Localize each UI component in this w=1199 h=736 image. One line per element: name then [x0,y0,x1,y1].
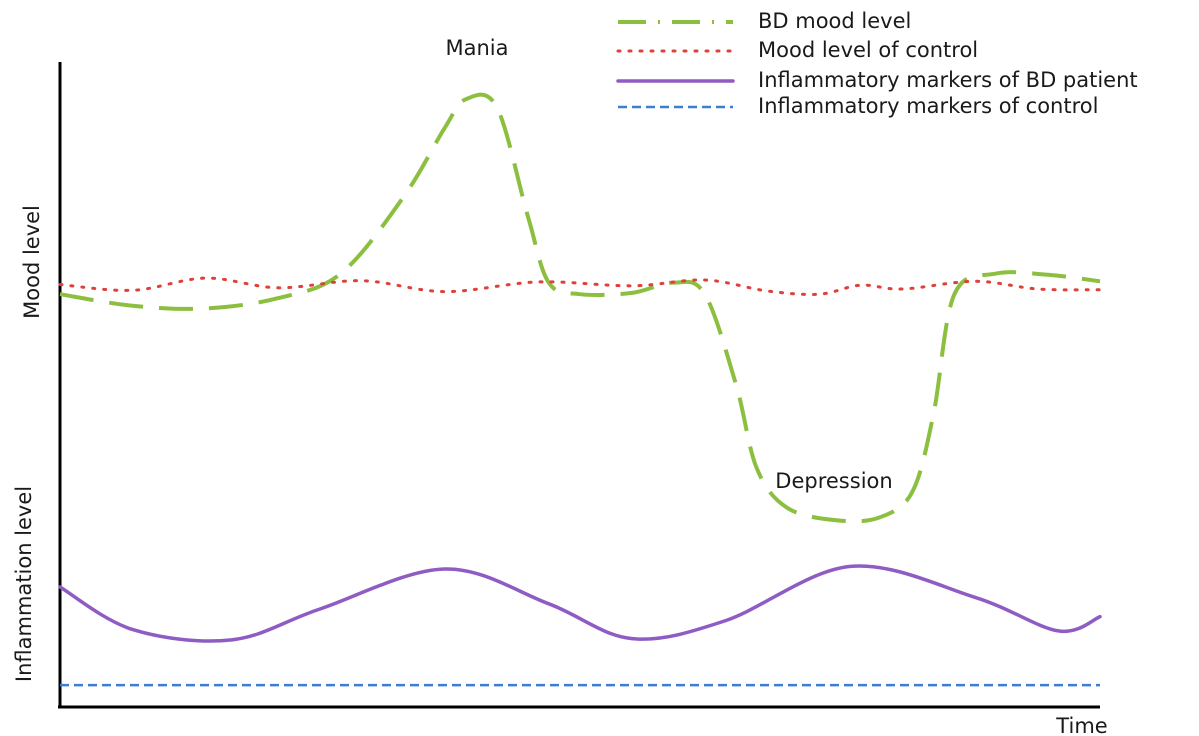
legend-label-control-mood: Mood level of control [758,38,978,62]
series-layer [58,92,1102,687]
legend-label-bd-mood: BD mood level [758,9,911,33]
annotation-depression: Depression [775,469,892,493]
y-axis-title-inflammation: Inflammation level [12,486,36,682]
legend-label-control-inflammation: Inflammatory markers of control [758,94,1098,118]
series-line-bd-mood [59,92,1101,524]
x-axis-title: Time [1055,714,1107,736]
legend-item-control-mood: Mood level of control [616,38,978,62]
legend-item-bd-inflammation: Inflammatory markers of BD patient [616,68,1138,92]
annotation-mania: Mania [446,36,509,60]
series-line-control-mood [58,276,1102,296]
legend-label-bd-inflammation: Inflammatory markers of BD patient [758,68,1138,92]
legend: BD mood level Mood level of control Infl… [616,9,1138,118]
y-axis-title-mood: Mood level [20,205,44,319]
series-line-bd-inflammation [58,564,1102,643]
legend-item-control-inflammation: Inflammatory markers of control [618,94,1098,118]
legend-item-bd-mood: BD mood level [618,9,911,33]
